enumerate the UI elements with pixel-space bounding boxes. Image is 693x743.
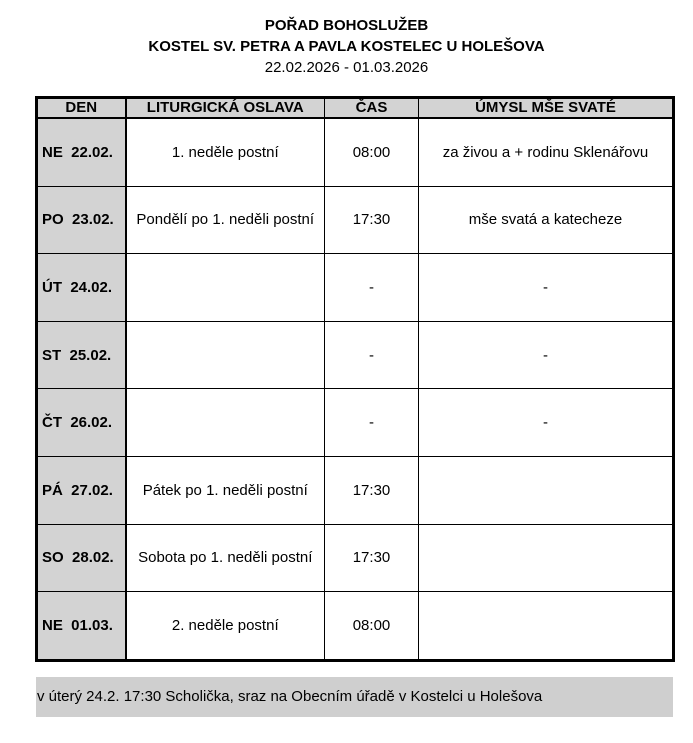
table-row: NE 01.03. 2. neděle postní 08:00 (36, 591, 674, 661)
table-header-row: DEN LITURGICKÁ OSLAVA ČAS ÚMYSL MŠE SVAT… (36, 97, 674, 119)
celebration-cell (125, 320, 325, 390)
celebration-cell (125, 253, 325, 322)
intention-cell (418, 455, 674, 525)
intention-cell: - (418, 320, 674, 390)
time-cell: - (324, 320, 419, 390)
time-cell: 17:30 (324, 185, 419, 255)
table-row: PÁ 27.02. Pátek po 1. neděli postní 17:30 (36, 455, 674, 525)
day-cell: SO 28.02. (36, 523, 127, 593)
celebration-cell: Sobota po 1. neděli postní (125, 523, 325, 593)
intention-cell: - (418, 253, 674, 322)
intention-cell (418, 591, 674, 661)
day-cell: PÁ 27.02. (36, 455, 127, 525)
intention-cell: - (418, 388, 674, 457)
table-row: ST 25.02. - - (36, 320, 674, 390)
column-header-intention: ÚMYSL MŠE SVATÉ (418, 97, 674, 119)
schedule-table: DEN LITURGICKÁ OSLAVA ČAS ÚMYSL MŠE SVAT… (35, 96, 675, 662)
church-name: KOSTEL SV. PETRA A PAVLA KOSTELEC U HOLE… (148, 38, 545, 55)
day-cell: NE 01.03. (36, 591, 127, 661)
celebration-cell (125, 388, 325, 457)
day-cell: ST 25.02. (36, 320, 127, 390)
date-range: 22.02.2026 - 01.03.2026 (264, 59, 429, 76)
time-cell: 08:00 (324, 117, 419, 187)
day-cell: NE 22.02. (36, 117, 127, 187)
celebration-cell: Pátek po 1. neděli postní (125, 455, 325, 525)
intention-cell: mše svatá a katecheze (418, 185, 674, 255)
table-row: ÚT 24.02. - - (36, 253, 674, 322)
time-cell: 08:00 (324, 591, 419, 661)
time-cell: 17:30 (324, 455, 419, 525)
intention-cell (418, 523, 674, 593)
day-cell: ÚT 24.02. (36, 253, 127, 322)
day-cell: ČT 26.02. (36, 388, 127, 457)
celebration-cell: 1. neděle postní (125, 117, 325, 187)
column-header-celebration: LITURGICKÁ OSLAVA (125, 97, 325, 119)
intention-cell: za živou a + rodinu Sklenářovu (418, 117, 674, 187)
day-cell: PO 23.02. (36, 185, 127, 255)
document-title: POŘAD BOHOSLUŽEB (264, 17, 429, 34)
column-header-time: ČAS (324, 97, 419, 119)
celebration-cell: 2. neděle postní (125, 591, 325, 661)
table-row: SO 28.02. Sobota po 1. neděli postní 17:30 (36, 523, 674, 593)
time-cell: - (324, 253, 419, 322)
table-row: ČT 26.02. - - (36, 388, 674, 457)
time-cell: 17:30 (324, 523, 419, 593)
time-cell: - (324, 388, 419, 457)
announcement-note: v úterý 24.2. 17:30 Scholička, sraz na O… (36, 677, 673, 717)
column-header-day: DEN (36, 97, 127, 119)
celebration-cell: Pondělí po 1. neděli postní (125, 185, 325, 255)
table-row: NE 22.02. 1. neděle postní 08:00 za živou a… (36, 117, 674, 187)
table-row: PO 23.02. Pondělí po 1. neděli postní 17:3… (36, 185, 674, 255)
